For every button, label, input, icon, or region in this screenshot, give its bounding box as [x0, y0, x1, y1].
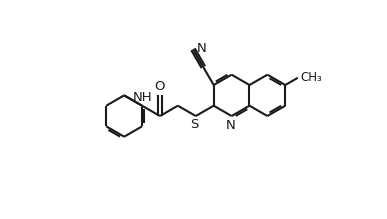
Text: CH₃: CH₃ [300, 71, 322, 84]
Text: O: O [155, 80, 165, 93]
Text: N: N [196, 42, 206, 55]
Text: S: S [190, 118, 199, 131]
Text: N: N [226, 119, 235, 132]
Text: NH: NH [132, 90, 152, 104]
